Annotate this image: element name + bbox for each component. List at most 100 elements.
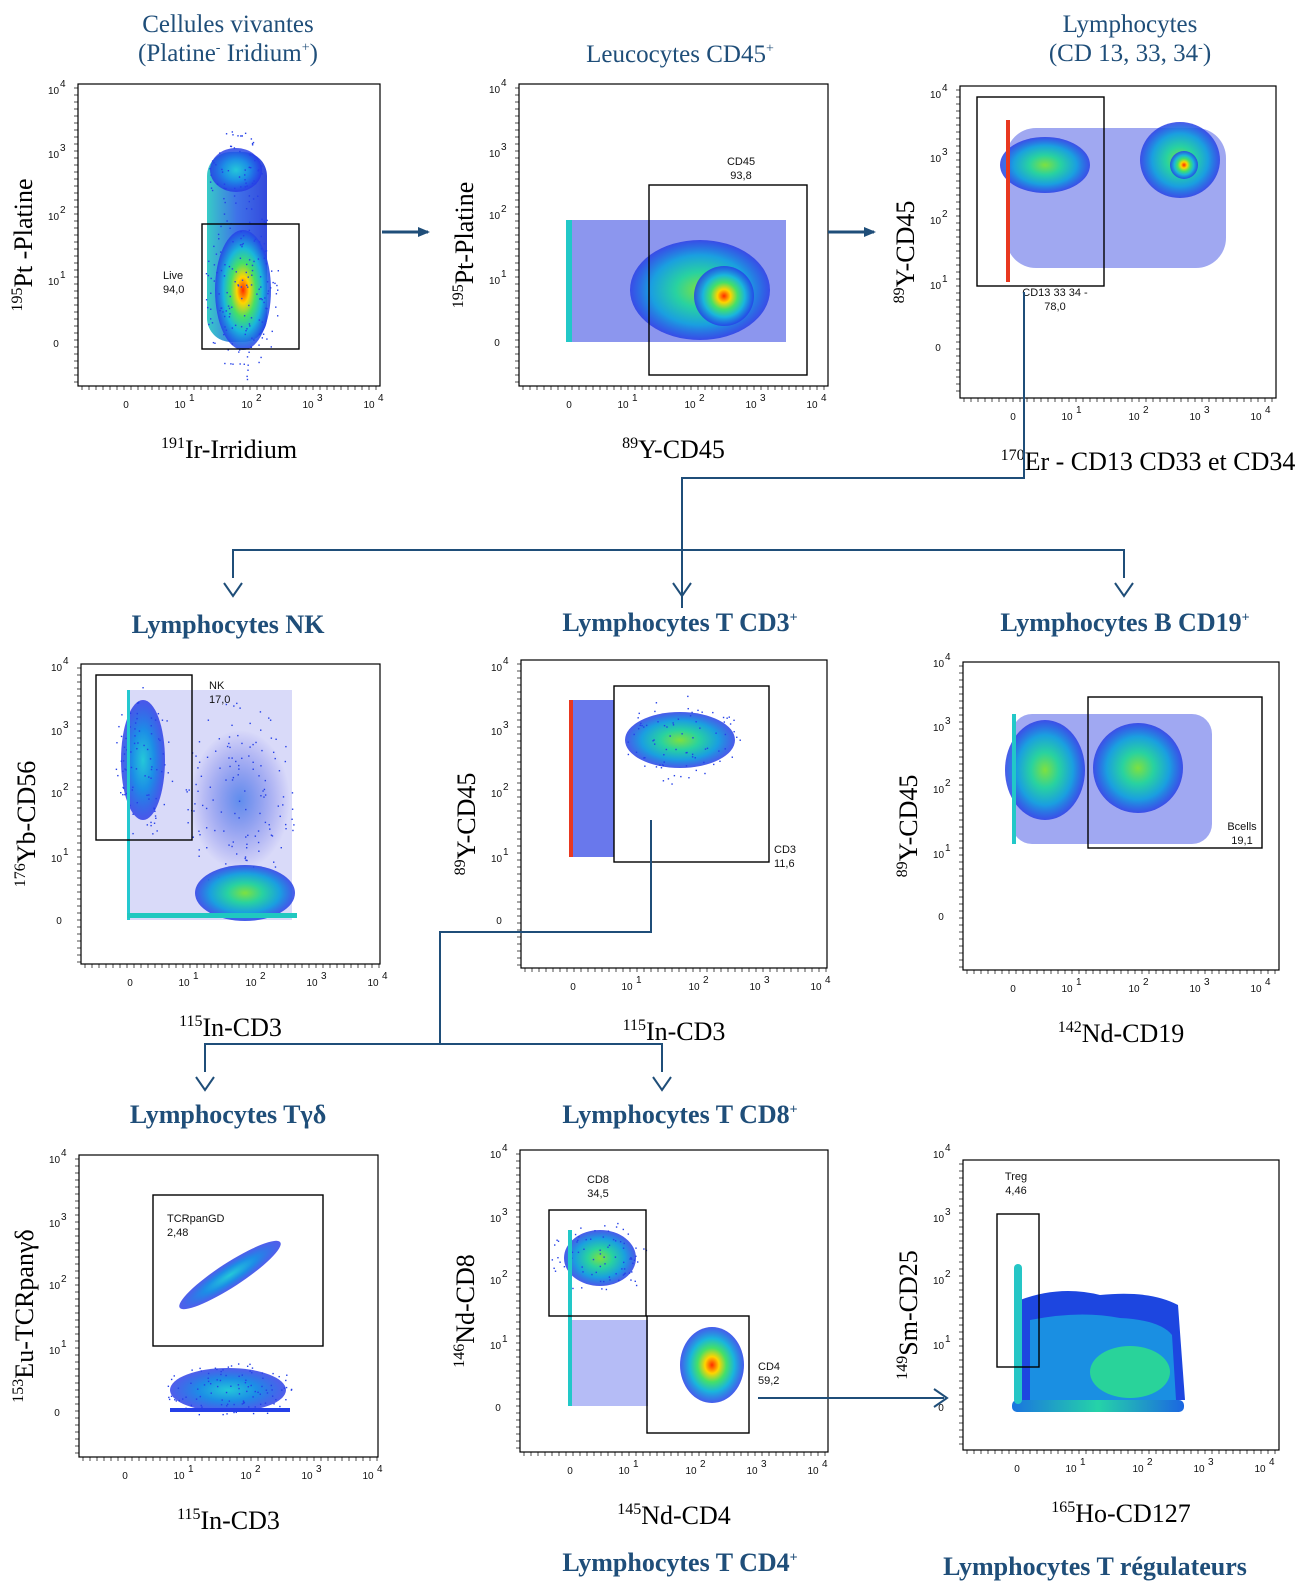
live-population-top-dot xyxy=(232,134,234,136)
t-ytick-exp: 3 xyxy=(503,720,509,731)
leuco-xtick-4: 10 xyxy=(806,400,818,411)
live-population-top-dot xyxy=(225,187,227,190)
nk-population-nk-dot xyxy=(144,775,146,777)
cd8-population-cd8-dot xyxy=(627,1233,630,1235)
nk-xtick-exp: 4 xyxy=(382,971,388,982)
nk-population-nk-dot xyxy=(151,766,153,768)
t-ytick-3: 10 xyxy=(491,727,503,738)
nk-population-mid-dot xyxy=(235,760,237,763)
nk-population-nk-dot xyxy=(167,772,169,774)
t-population-cd3-dot xyxy=(644,765,646,767)
live-population-top-dot xyxy=(234,187,236,190)
tgd-xtick-4: 10 xyxy=(362,1471,374,1482)
tgd-population-negative-dot xyxy=(225,1374,227,1377)
cd8-population-cd8-dot xyxy=(581,1266,583,1268)
live-population-top-dot xyxy=(233,147,236,149)
cd8-population-cd8-dot xyxy=(607,1246,609,1248)
treg-ytick-0: 0 xyxy=(938,1403,944,1414)
nk-population-nk-dot xyxy=(143,744,145,747)
live-population-core-dot xyxy=(263,220,266,223)
nk-population-mid-dot xyxy=(277,805,280,807)
live-population-core-dot xyxy=(225,329,228,331)
tgd-ytick-2: 10 xyxy=(49,1281,61,1292)
connector-lympho-out xyxy=(681,292,1025,608)
nk-population-nk-dot xyxy=(161,719,164,721)
live-population-core-dot xyxy=(226,220,228,222)
cd8-population-cd8-dot xyxy=(602,1236,605,1238)
nk-population-nk-dot xyxy=(131,789,134,791)
live-population-core-dot xyxy=(247,276,249,278)
t-xtick-1: 10 xyxy=(621,982,633,993)
live-population-core-dot xyxy=(235,271,237,273)
treg-xlabel-text: Ho-CD127 xyxy=(1075,1499,1191,1528)
live-population-core-dot xyxy=(212,341,215,344)
nk-population-nk-dot xyxy=(122,770,124,773)
nk-population-nk-dot xyxy=(150,768,153,771)
cd8-population-cd8-dot xyxy=(607,1230,610,1232)
b-ytick-2: 10 xyxy=(933,785,945,796)
live-population-core-dot xyxy=(244,333,247,336)
live-population-top-dot xyxy=(233,195,236,197)
tgd-population-negative-dot xyxy=(221,1399,223,1401)
tgd-population-negative-dot xyxy=(251,1367,254,1369)
cd8-xtick-0: 0 xyxy=(567,1466,573,1477)
panel-nk: 0 1011021031040101102103104NK17,0115In-CD… xyxy=(12,656,388,1042)
t-population-cd3-dot xyxy=(633,733,635,736)
live-population-top-dot xyxy=(209,167,211,170)
nk-population-mid-dot xyxy=(263,796,265,798)
lympho-ytick-0: 0 xyxy=(935,343,941,354)
nk-population-mid-dot xyxy=(254,835,257,837)
nk-population-nk-dot xyxy=(126,792,128,795)
cd8-population-cd8-dot xyxy=(601,1288,603,1290)
tgd-population-negative-dot xyxy=(244,1381,247,1384)
nk-population-mid-dot xyxy=(291,792,294,794)
tgd-population-negative-dot xyxy=(246,1365,249,1367)
treg-gate xyxy=(996,1213,1040,1368)
panel-cd8: 0 1011021031040101102103104CD834,5CD459,2… xyxy=(451,1143,829,1530)
nk-ytick-2: 10 xyxy=(51,789,63,800)
nk-population-mid-dot xyxy=(291,818,293,820)
nk-population-nk-dot xyxy=(121,714,123,716)
live-xtick-0: 0 xyxy=(123,400,129,411)
live-population-core-dot xyxy=(265,307,267,310)
cd4-gate xyxy=(646,1315,750,1434)
live-population-core-dot xyxy=(240,237,242,240)
b-ytick-3: 10 xyxy=(933,723,945,734)
nk-population-mid-dot xyxy=(239,707,241,709)
tgd-population-negative-dot xyxy=(252,1396,254,1398)
t-xtick-exp: 2 xyxy=(703,975,709,986)
panel-tgd: 0 1011021031040101102103104TCRpanGD2,4811… xyxy=(10,1148,383,1535)
tgd-population-negative xyxy=(170,1368,286,1412)
nk-population-nk-dot xyxy=(158,738,160,740)
tgd-population-negative-dot xyxy=(216,1385,219,1388)
treg-ytick-exp: 3 xyxy=(945,1207,951,1218)
live-population-top-dot xyxy=(219,152,221,154)
live-population-core-dot xyxy=(258,333,261,335)
t-population-cd3-dot xyxy=(681,733,683,735)
cd8-ytick-exp: 3 xyxy=(502,1207,508,1218)
cd8-population-cd8-dot xyxy=(630,1258,633,1260)
nk-population-mid-dot xyxy=(228,736,231,738)
t-population-cd3-dot xyxy=(691,753,694,756)
nk-population-nk-dot xyxy=(163,803,166,806)
b-gate-label-name: Bcells xyxy=(1227,821,1257,833)
nk-population-nk-dot xyxy=(136,747,138,750)
tgd-population-negative-dot xyxy=(242,1401,245,1403)
live-population-top-dot xyxy=(248,166,251,169)
nk-population-mid-dot xyxy=(188,789,190,791)
live-xlabel-iso: 191 xyxy=(161,435,185,452)
nk-population-nk-dot xyxy=(153,807,155,809)
cd8-population-cd8-dot xyxy=(630,1279,632,1281)
t-population-cd3-dot xyxy=(680,775,682,778)
live-population-core-dot xyxy=(227,349,229,351)
b-ylabel-iso: 89 xyxy=(894,861,911,877)
tgd-ytick-exp: 3 xyxy=(61,1212,67,1223)
nk-population-mid-dot xyxy=(252,768,254,770)
nk-population-mid-dot xyxy=(231,779,234,781)
nk-population-mid-dot xyxy=(215,750,217,752)
tgd-population-negative-dot xyxy=(283,1387,286,1389)
live-population-top-dot xyxy=(250,166,252,169)
arrowhead-t xyxy=(672,582,692,598)
t-population-cd3-dot xyxy=(724,733,727,736)
live-population-top-dot xyxy=(210,187,213,189)
